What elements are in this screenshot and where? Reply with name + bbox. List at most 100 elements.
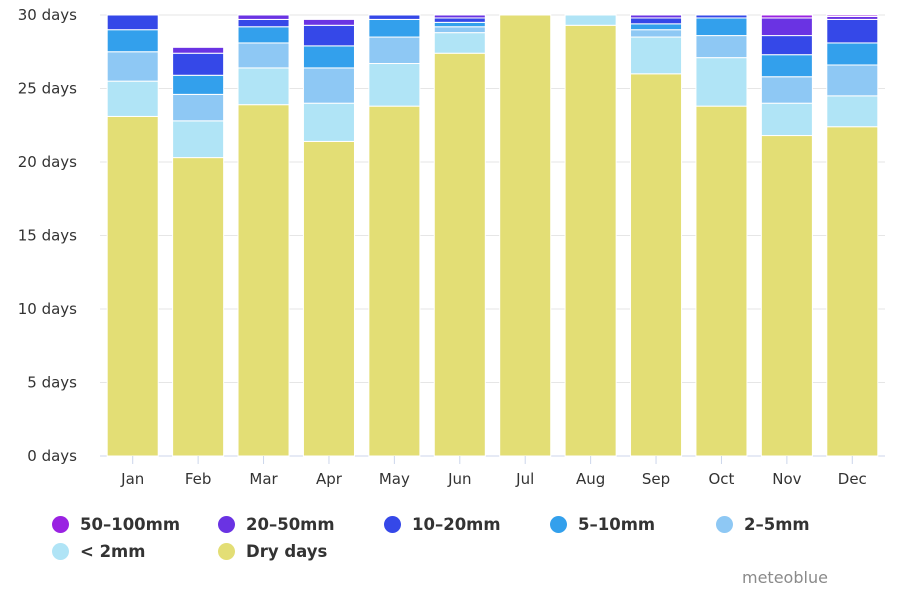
x-tick-label: May [379,470,410,488]
legend-label: 5–10mm [578,515,656,534]
bar-segment [237,14,290,20]
bar-segment [302,67,355,104]
bar-segment [826,64,879,97]
x-tick-label: Feb [185,470,212,488]
legend-item[interactable]: 2–5mm [716,515,810,534]
bar-segment [630,29,683,38]
bar-segment [368,63,421,107]
legend-swatch-icon [384,516,401,533]
x-tick-label: Nov [772,470,801,488]
x-tick-label: Apr [316,470,343,488]
bar-segment [172,74,225,95]
bar-segment [302,102,355,142]
bar-segment [826,95,879,128]
legend-swatch-icon [716,516,733,533]
bar-segment [564,24,617,457]
x-tick-label: Aug [576,470,605,488]
x-tick-label: Mar [249,470,278,488]
bar-segment [302,18,355,26]
legend-item[interactable]: 10–20mm [384,515,501,534]
bar-segment [630,17,683,25]
y-tick-label: 15 days [18,227,77,245]
bar-segment [695,105,748,457]
bar-segment [106,51,159,82]
bar-segment [433,32,486,54]
bar-segment [433,21,486,28]
bar-segment [368,36,421,65]
legend-item[interactable]: 50–100mm [52,515,180,534]
bar-segment [302,24,355,47]
x-tick-label: Jul [515,470,534,488]
bar-segment [826,42,879,66]
bar-segment [368,18,421,38]
bar-segment [826,14,879,17]
legend-swatch-icon [550,516,567,533]
bar-segment [302,140,355,457]
bar-segment [630,14,683,19]
bar-segment [172,46,225,54]
x-tick-label: Oct [708,470,734,488]
bar-segment [368,14,421,20]
bar-segment [106,80,159,117]
bar-segment [302,45,355,69]
bar-segment [172,52,225,76]
bar-segment [695,35,748,59]
legend-swatch-icon [52,543,69,560]
legend-swatch-icon [52,516,69,533]
bar-segment [433,17,486,23]
bar-segment [368,105,421,457]
legend-item[interactable]: 20–50mm [218,515,335,534]
legend-label: Dry days [246,542,328,561]
bar-segment [630,36,683,75]
legend-item[interactable]: Dry days [218,542,327,561]
y-tick-label: 25 days [18,80,77,98]
legend: 50–100mm 20–50mm 10–20mm 5–10mm 2–5mm < 2mm Dr… [52,515,852,569]
bar-segment [106,115,159,457]
bar-segment [172,93,225,122]
bar-segment [695,14,748,19]
bar-segment [237,67,290,106]
legend-label: 2–5mm [744,515,810,534]
bar-segment [760,17,813,37]
x-tick-label: Jan [120,470,144,488]
x-tick-label: Jun [447,470,471,488]
legend-label: < 2mm [80,542,146,561]
x-tick-label: Dec [838,470,867,488]
bar-segment [760,14,813,19]
legend-label: 10–20mm [412,515,501,534]
bar-segment [826,126,879,457]
bar-segment [237,42,290,69]
bar-segment [760,102,813,137]
bar-segment [237,104,290,457]
legend-swatch-icon [218,543,235,560]
bar-segment [499,14,552,457]
legend-label: 50–100mm [80,515,181,534]
bar-segment [695,57,748,107]
bar-segment [630,73,683,457]
meteoblue-credit: meteoblue [742,568,828,587]
bar-segment [106,29,159,53]
bar-segment [433,14,486,19]
bar-segment [630,23,683,31]
bar-segment [760,76,813,104]
legend-item[interactable]: 5–10mm [550,515,655,534]
bar-segment [760,35,813,56]
y-tick-label: 30 days [18,6,77,24]
y-tick-label: 10 days [18,300,77,318]
legend-swatch-icon [218,516,235,533]
bar-segment [695,17,748,37]
y-tick-label: 0 days [27,447,77,465]
bar-segment [106,14,159,31]
bar-segment [172,120,225,159]
bar-segment [760,54,813,78]
legend-item[interactable]: < 2mm [52,542,145,561]
bar-segment [564,14,617,26]
bar-segment [760,135,813,457]
bar-segment [237,18,290,28]
bar-segment [433,52,486,457]
bar-segment [826,18,879,44]
y-tick-label: 5 days [27,374,77,392]
bar-segment [172,157,225,457]
legend-label: 20–50mm [246,515,335,534]
y-tick-label: 20 days [18,153,77,171]
